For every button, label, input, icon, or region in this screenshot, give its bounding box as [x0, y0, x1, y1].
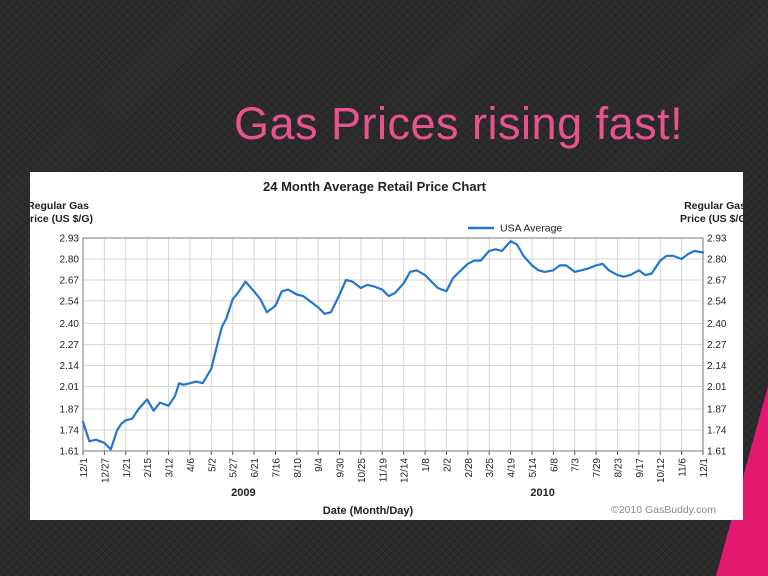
x-tick-label: 5/14 — [528, 458, 539, 478]
x-tick-label: 12/14 — [400, 458, 411, 483]
y-axis-label-left: Regular Gas — [30, 200, 89, 212]
y-tick-label-left: 2.01 — [60, 382, 80, 393]
x-tick-label: 2/2 — [442, 458, 453, 472]
x-tick-label: 7/16 — [271, 458, 282, 478]
x-tick-label: 5/2 — [207, 458, 218, 472]
x-tick-label: 2/15 — [143, 458, 154, 478]
y-tick-label-right: 1.87 — [707, 405, 727, 416]
x-tick-label: 1/8 — [421, 458, 432, 472]
y-axis-label-right: Regular Gas — [684, 200, 743, 212]
x-tick-label: 4/6 — [186, 458, 197, 472]
year-label: 2009 — [231, 487, 255, 499]
y-tick-label-left: 2.54 — [60, 296, 80, 307]
y-tick-label-left: 2.80 — [60, 254, 80, 265]
x-tick-label: 7/29 — [592, 458, 603, 478]
x-tick-label: 3/12 — [165, 458, 176, 478]
chart-title: 24 Month Average Retail Price Chart — [263, 179, 487, 194]
x-tick-label: 6/21 — [250, 458, 261, 478]
x-tick-label: 10/25 — [357, 458, 368, 483]
x-tick-label: 12/1 — [79, 458, 90, 478]
x-tick-label: 7/3 — [571, 458, 582, 472]
x-tick-label: 6/8 — [549, 458, 560, 472]
chart-credit: ©2010 GasBuddy.com — [611, 504, 716, 516]
x-tick-label: 5/27 — [229, 458, 240, 478]
legend-label: USA Average — [500, 223, 562, 235]
x-tick-label: 11/6 — [678, 458, 689, 477]
x-tick-label: 9/17 — [635, 458, 646, 478]
x-tick-label: 2/28 — [464, 458, 475, 478]
y-tick-label-right: 1.61 — [707, 447, 727, 458]
plot-border — [82, 237, 704, 452]
y-tick-label-right: 2.54 — [707, 296, 727, 307]
y-axis-label-left: Price (US $/G) — [30, 213, 93, 225]
price-line-chart: 24 Month Average Retail Price Chart Regul… — [30, 179, 743, 517]
x-tick-label: 8/10 — [293, 458, 304, 478]
y-axis-label-right: Price (US $/G) — [680, 213, 743, 225]
x-tick-label: 12/27 — [100, 458, 111, 483]
y-tick-label-left: 2.67 — [60, 275, 80, 286]
y-tick-label-right: 2.14 — [707, 361, 727, 372]
x-tick-label: 12/1 — [699, 458, 710, 478]
year-label: 2010 — [530, 487, 554, 499]
x-tick-label: 8/23 — [613, 458, 624, 478]
y-tick-label-right: 2.27 — [707, 340, 727, 351]
series-line-usa-average — [81, 240, 705, 451]
x-tick-label: 3/25 — [485, 458, 496, 478]
y-tick-label-right: 2.93 — [707, 234, 727, 245]
y-tick-label-right: 2.40 — [707, 319, 727, 330]
x-tick-label: 4/19 — [507, 458, 518, 478]
x-tick-label: 9/30 — [336, 458, 347, 478]
x-tick-label: 11/19 — [378, 458, 389, 483]
y-tick-label-right: 2.01 — [707, 382, 727, 393]
x-tick-label: 10/12 — [656, 458, 667, 483]
y-tick-label-right: 2.80 — [707, 254, 727, 265]
x-tick-label: 9/4 — [314, 458, 325, 472]
y-tick-label-left: 2.27 — [60, 340, 80, 351]
chart-panel: 24 Month Average Retail Price Chart Regul… — [30, 172, 743, 520]
y-tick-label-right: 1.74 — [707, 426, 727, 437]
y-tick-label-left: 1.87 — [60, 405, 80, 416]
y-tick-label-left: 1.61 — [60, 447, 80, 458]
y-tick-label-left: 2.40 — [60, 319, 80, 330]
slide-title: Gas Prices rising fast! — [234, 98, 684, 149]
y-tick-label-left: 2.14 — [60, 361, 80, 372]
x-tick-label: 1/21 — [122, 458, 133, 478]
y-tick-label-right: 2.67 — [707, 275, 727, 286]
x-axis-label: Date (Month/Day) — [323, 505, 414, 517]
y-tick-label-left: 2.93 — [60, 234, 80, 245]
y-tick-label-left: 1.74 — [60, 426, 80, 437]
